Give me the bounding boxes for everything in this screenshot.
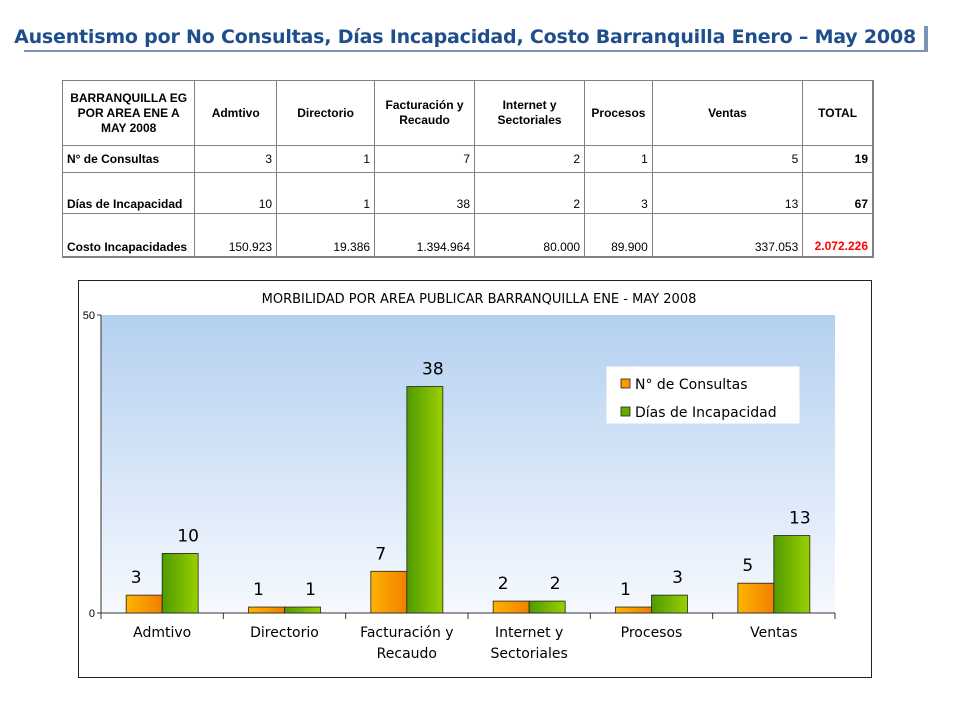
column-header: Procesos <box>584 80 653 146</box>
table-cell: 5 <box>651 145 804 173</box>
column-header: Ventas <box>651 80 804 146</box>
column-header: Directorio <box>276 80 376 146</box>
data-label: 1 <box>253 580 264 600</box>
x-category-label: Internet y <box>495 625 563 641</box>
legend-swatch <box>620 378 631 389</box>
page-title: Ausentismo por No Consultas, Días Incapa… <box>14 26 916 48</box>
table-cell: 7 <box>374 145 476 173</box>
bar-chart: MORBILIDAD POR AREA PUBLICAR BARRANQUILL… <box>83 292 836 662</box>
column-header: Admtivo <box>194 80 278 146</box>
table-cell: 10 <box>194 172 278 214</box>
table-total-cell: 19 <box>802 145 874 173</box>
table-total-cell: 67 <box>802 172 874 214</box>
legend-label: N° de Consultas <box>635 377 748 393</box>
bar-consultas <box>248 606 285 614</box>
row-label: N° de Consultas <box>61 145 196 173</box>
y-tick-label: 0 <box>89 608 95 620</box>
bar-incapacidad <box>284 606 321 614</box>
data-label: 1 <box>305 580 316 600</box>
table-cell: 1 <box>584 145 653 173</box>
bar-consultas <box>492 600 530 614</box>
x-category-label: Procesos <box>621 625 683 641</box>
table-total-cell: 2.072.226 <box>802 213 874 258</box>
x-category-label: Recaudo <box>377 646 437 662</box>
bar-incapacidad <box>773 535 811 614</box>
legend-swatch <box>620 406 631 417</box>
x-category-label: Ventas <box>750 625 797 641</box>
data-label: 10 <box>177 526 199 546</box>
x-category-label: Admtivo <box>133 625 191 641</box>
data-label: 2 <box>550 574 561 594</box>
column-header-total: TOTAL <box>802 80 874 146</box>
chart-title: MORBILIDAD POR AREA PUBLICAR BARRANQUILL… <box>262 292 697 307</box>
data-label: 3 <box>672 568 683 588</box>
table-cell: 1 <box>276 172 376 214</box>
bar-incapacidad <box>528 600 566 614</box>
x-category-label: Directorio <box>250 625 319 641</box>
summary-table: BARRANQUILLA EG POR AREA ENE A MAY 2008 … <box>61 80 874 258</box>
table-cell: 3 <box>194 145 278 173</box>
table-cell: 13 <box>651 172 804 214</box>
slide-title-bar: Ausentismo por No Consultas, Días Incapa… <box>14 26 928 52</box>
bar-incapacidad <box>651 594 688 614</box>
x-category-label: Sectoriales <box>491 646 568 662</box>
table-row: N° de Consultas 3 1 7 2 1 5 19 <box>61 145 874 173</box>
legend-label: Días de Incapacidad <box>635 405 777 421</box>
data-label: 38 <box>422 360 444 380</box>
plot-area <box>101 315 835 613</box>
bar-consultas <box>737 582 775 614</box>
table-corner-header: BARRANQUILLA EG POR AREA ENE A MAY 2008 <box>61 80 196 146</box>
table-cell: 89.900 <box>584 213 653 258</box>
bar-consultas <box>615 606 652 614</box>
table-cell: 3 <box>584 172 653 214</box>
table-cell: 38 <box>374 172 476 214</box>
row-label: Costo Incapacidades <box>61 213 196 258</box>
bar-consultas <box>370 570 408 614</box>
data-label: 1 <box>620 580 631 600</box>
data-label: 3 <box>131 568 142 588</box>
bar-consultas <box>125 594 163 614</box>
table-header-row: BARRANQUILLA EG POR AREA ENE A MAY 2008 … <box>61 80 874 146</box>
table-cell: 150.923 <box>194 213 278 258</box>
column-header: Internet y Sectoriales <box>474 80 586 146</box>
table-cell: 19.386 <box>276 213 376 258</box>
column-header: Facturación y Recaudo <box>374 80 476 146</box>
y-tick-label: 50 <box>83 310 95 322</box>
bar-incapacidad <box>406 386 444 614</box>
table-cell: 2 <box>474 145 586 173</box>
data-label: 5 <box>742 556 753 576</box>
bar-incapacidad <box>161 552 199 614</box>
data-label: 2 <box>498 574 509 594</box>
table-row: Días de Incapacidad 10 1 38 2 3 13 67 <box>61 172 874 214</box>
chart-frame: MORBILIDAD POR AREA PUBLICAR BARRANQUILL… <box>78 280 872 678</box>
table-cell: 337.053 <box>651 213 804 258</box>
table-cell: 80.000 <box>474 213 586 258</box>
data-label: 13 <box>789 509 811 529</box>
table-row: Costo Incapacidades 150.923 19.386 1.394… <box>61 213 874 258</box>
table-cell: 2 <box>474 172 586 214</box>
table-cell: 1 <box>276 145 376 173</box>
data-label: 7 <box>375 544 386 564</box>
table-cell: 1.394.964 <box>374 213 476 258</box>
x-category-label: Facturación y <box>360 625 454 641</box>
legend-box <box>606 366 800 424</box>
row-label: Días de Incapacidad <box>61 172 196 214</box>
